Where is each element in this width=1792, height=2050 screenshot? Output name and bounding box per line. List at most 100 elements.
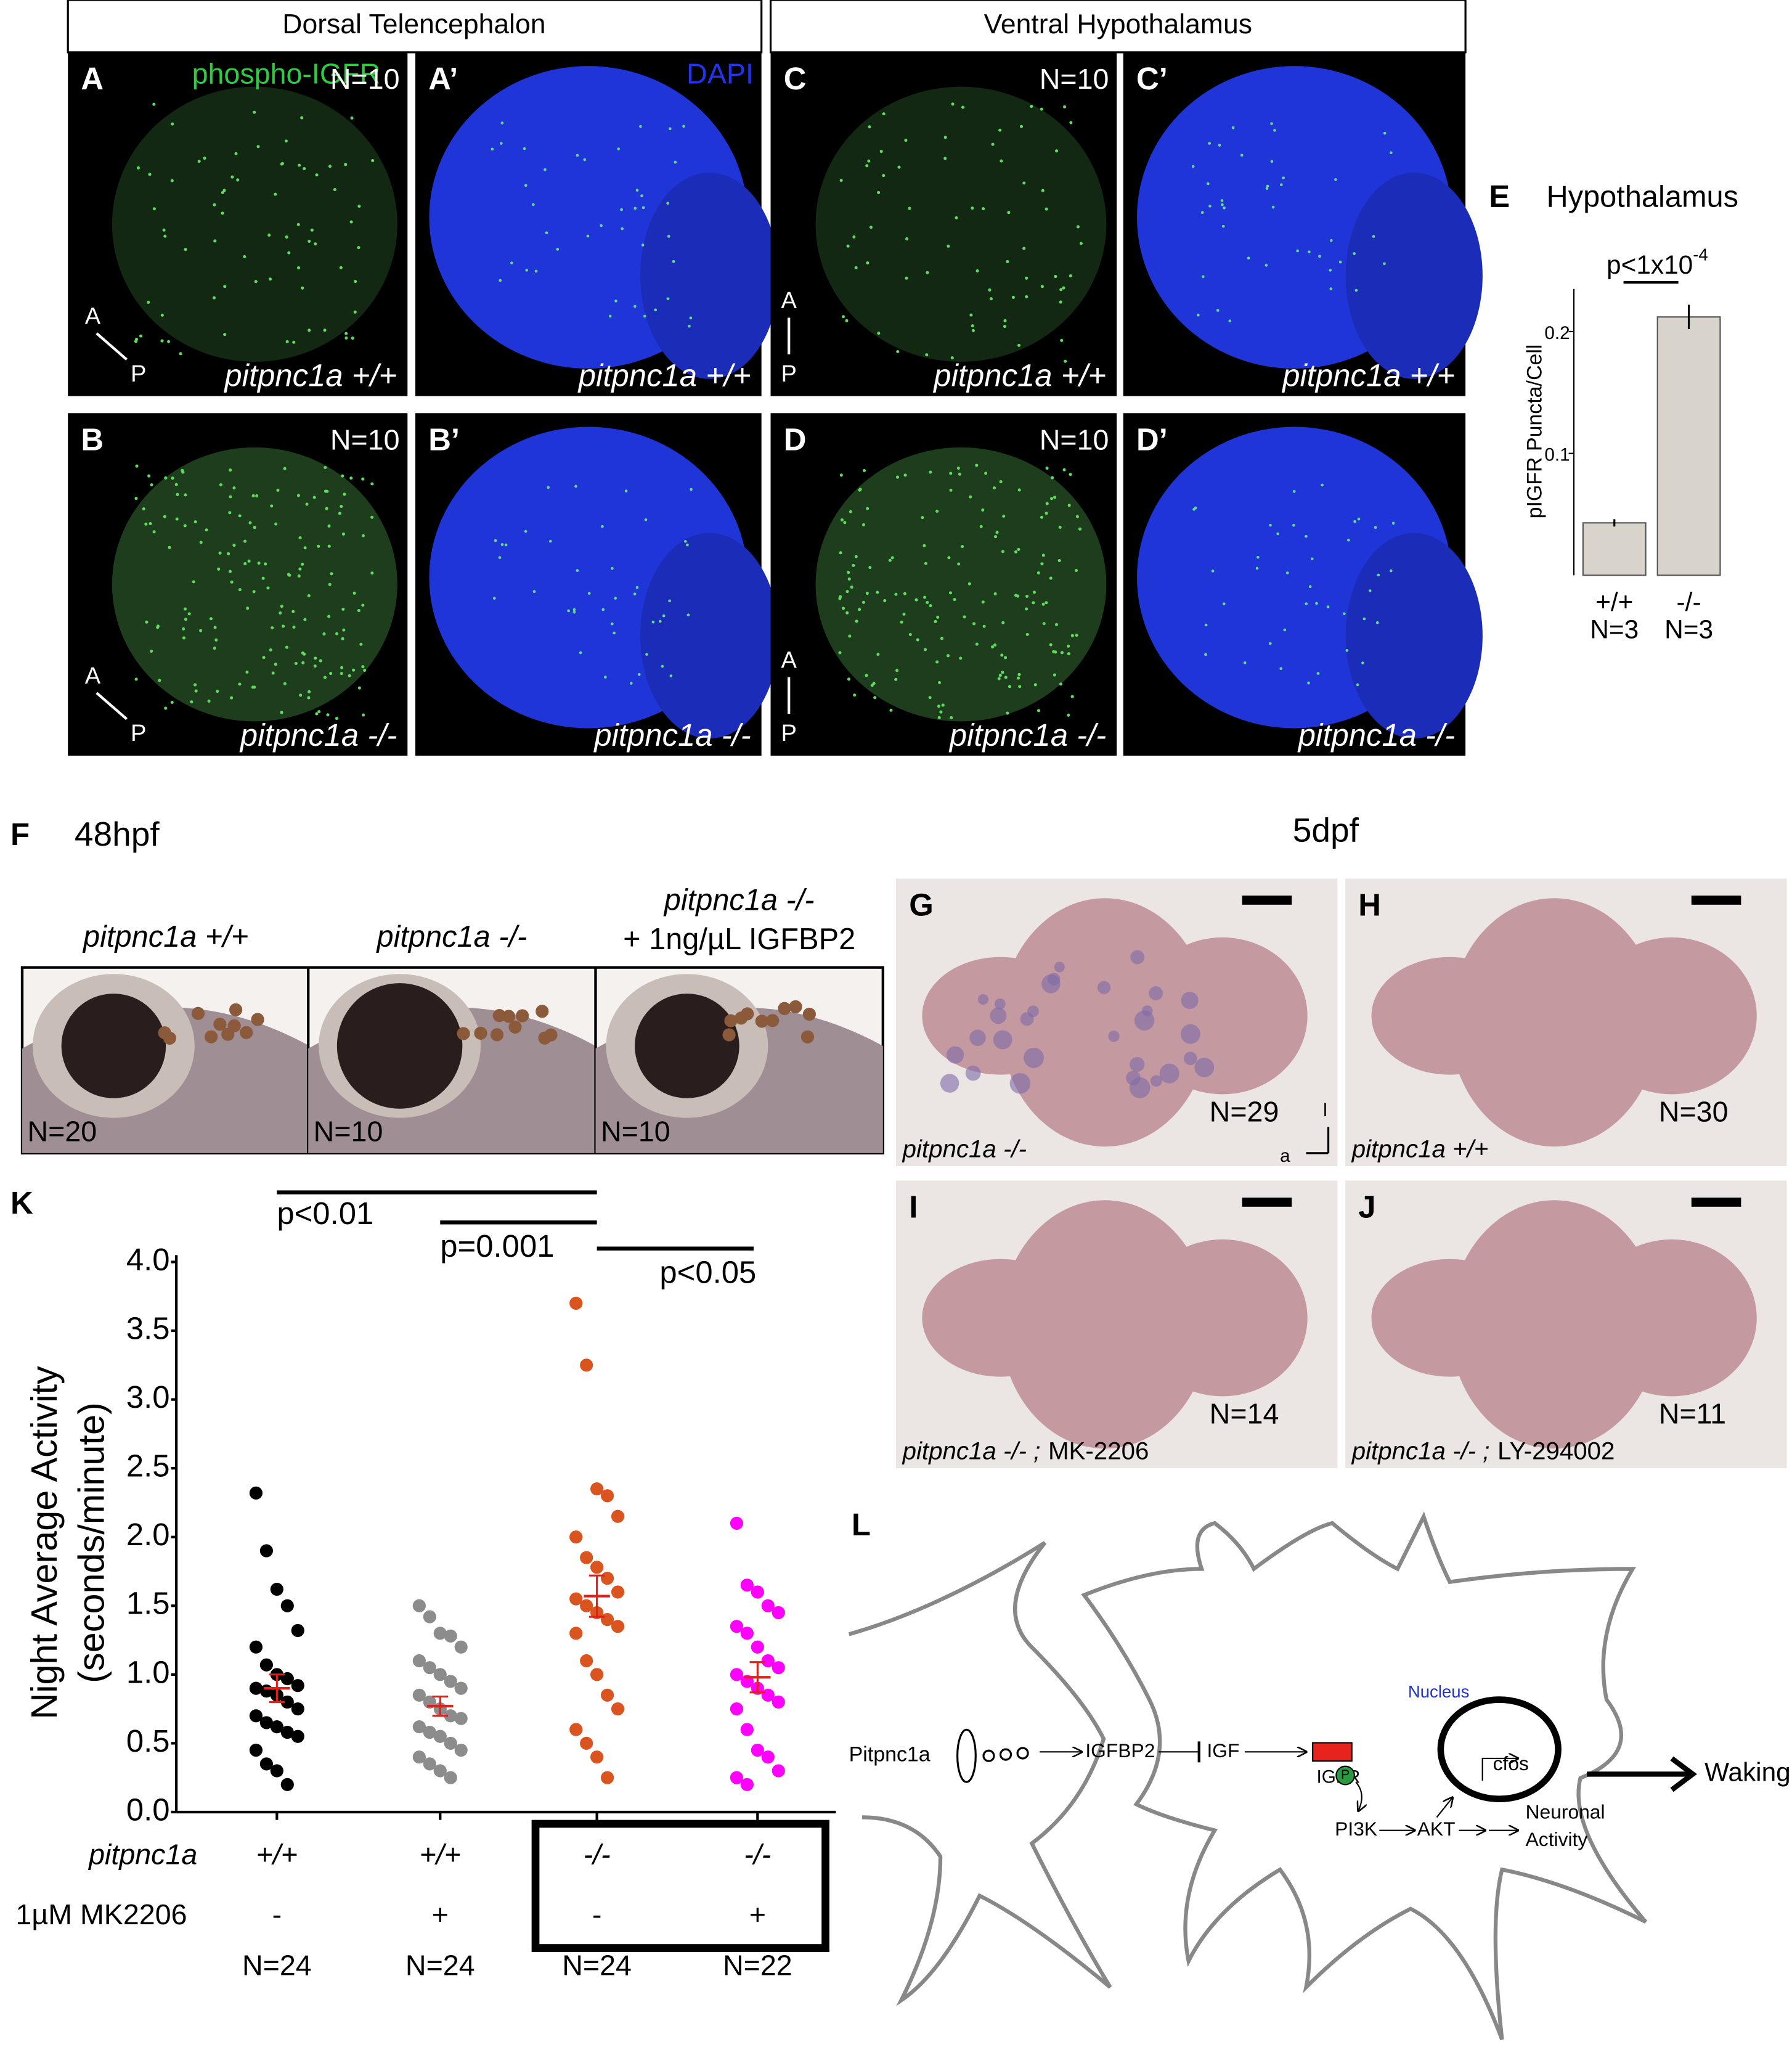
puncta bbox=[842, 606, 845, 610]
puncta bbox=[661, 664, 664, 668]
data-point bbox=[249, 1709, 263, 1723]
vesicle bbox=[956, 1728, 977, 1783]
data-point bbox=[291, 1729, 304, 1743]
arrow bbox=[1436, 1798, 1452, 1818]
orientation-label: a bbox=[1280, 1146, 1290, 1166]
puncta bbox=[253, 110, 256, 114]
data-point bbox=[751, 1743, 764, 1757]
data-point bbox=[772, 1606, 785, 1620]
puncta bbox=[1279, 667, 1283, 671]
puncta bbox=[209, 617, 213, 621]
melanophore bbox=[516, 1009, 529, 1023]
puncta bbox=[1356, 683, 1359, 687]
puncta bbox=[929, 604, 932, 608]
puncta bbox=[499, 279, 502, 282]
embryo-eye bbox=[336, 983, 463, 1109]
data-point bbox=[291, 1702, 304, 1716]
puncta bbox=[1345, 648, 1349, 652]
puncta bbox=[967, 582, 971, 586]
data-point bbox=[270, 1764, 283, 1778]
puncta bbox=[271, 626, 274, 630]
y-tick-label: 0.0 bbox=[126, 1792, 170, 1827]
puncta bbox=[349, 476, 353, 480]
arrow bbox=[1355, 1781, 1362, 1811]
puncta bbox=[935, 660, 939, 664]
puncta bbox=[1361, 661, 1364, 664]
puncta bbox=[212, 296, 216, 300]
puncta bbox=[1207, 182, 1210, 186]
puncta bbox=[843, 521, 847, 525]
puncta bbox=[574, 484, 577, 488]
panel-letter: E bbox=[1489, 179, 1510, 214]
puncta bbox=[232, 544, 236, 547]
y-tick-label: 1.5 bbox=[126, 1586, 170, 1621]
node-label: P bbox=[1341, 1768, 1350, 1782]
x-tick-label: +/+ bbox=[1595, 587, 1633, 616]
puncta bbox=[183, 524, 187, 528]
node-label: IGFBP2 bbox=[1085, 1739, 1155, 1762]
n-label: N=10 bbox=[314, 1115, 383, 1147]
data-point bbox=[740, 1578, 754, 1592]
panel-letter: D bbox=[784, 422, 807, 457]
stain-spot bbox=[977, 994, 989, 1005]
puncta bbox=[1362, 617, 1366, 621]
puncta bbox=[305, 502, 309, 506]
puncta bbox=[988, 288, 992, 292]
puncta bbox=[492, 597, 496, 600]
panel-letter: I bbox=[909, 1190, 918, 1225]
puncta bbox=[905, 237, 909, 241]
puncta bbox=[865, 164, 869, 168]
puncta bbox=[1069, 121, 1073, 125]
puncta bbox=[1041, 602, 1045, 606]
data-point bbox=[454, 1640, 468, 1654]
puncta bbox=[1321, 483, 1324, 487]
melanophore bbox=[474, 1026, 487, 1040]
tissue bbox=[815, 86, 1107, 362]
bar bbox=[1582, 522, 1647, 576]
puncta bbox=[659, 619, 662, 623]
puncta bbox=[300, 116, 304, 120]
puncta bbox=[176, 492, 179, 496]
puncta bbox=[1305, 602, 1308, 605]
puncta bbox=[335, 632, 339, 635]
puncta bbox=[234, 152, 238, 155]
significance-label: p=0.001 bbox=[440, 1228, 554, 1264]
node-label: IGF bbox=[1207, 1739, 1239, 1762]
scale-bar bbox=[1242, 896, 1292, 905]
data-point bbox=[423, 1757, 436, 1771]
data-point bbox=[590, 1482, 604, 1496]
puncta bbox=[1389, 151, 1393, 155]
puncta bbox=[1017, 488, 1021, 492]
puncta bbox=[307, 329, 311, 332]
puncta bbox=[292, 625, 296, 629]
puncta bbox=[998, 674, 1002, 677]
puncta bbox=[888, 558, 892, 562]
n-label: N=3 bbox=[1590, 615, 1639, 644]
puncta bbox=[352, 668, 356, 672]
puncta bbox=[1318, 255, 1321, 258]
treatment-label: + 1ng/µL IGFBP2 bbox=[623, 923, 855, 956]
puncta bbox=[937, 716, 941, 719]
puncta bbox=[979, 525, 983, 528]
genotype-label: pitpnc1a -/- ; bbox=[902, 1437, 1041, 1464]
genotype-label: pitpnc1a +/+ bbox=[932, 357, 1106, 393]
puncta bbox=[1059, 300, 1062, 304]
puncta bbox=[363, 668, 367, 672]
puncta bbox=[217, 567, 221, 571]
data-point bbox=[249, 1743, 263, 1757]
puncta bbox=[1057, 559, 1061, 563]
puncta bbox=[847, 677, 850, 681]
puncta bbox=[256, 145, 260, 149]
puncta bbox=[228, 511, 232, 515]
puncta bbox=[525, 269, 529, 272]
melanophore bbox=[240, 1026, 253, 1039]
melanophore bbox=[755, 1015, 768, 1028]
puncta bbox=[1338, 260, 1342, 264]
stain-spot bbox=[969, 1029, 986, 1046]
puncta bbox=[936, 615, 940, 619]
puncta bbox=[174, 483, 178, 486]
puncta bbox=[341, 607, 345, 611]
puncta bbox=[1069, 473, 1072, 476]
neuron-outline bbox=[848, 1541, 1112, 2006]
puncta bbox=[633, 304, 637, 308]
